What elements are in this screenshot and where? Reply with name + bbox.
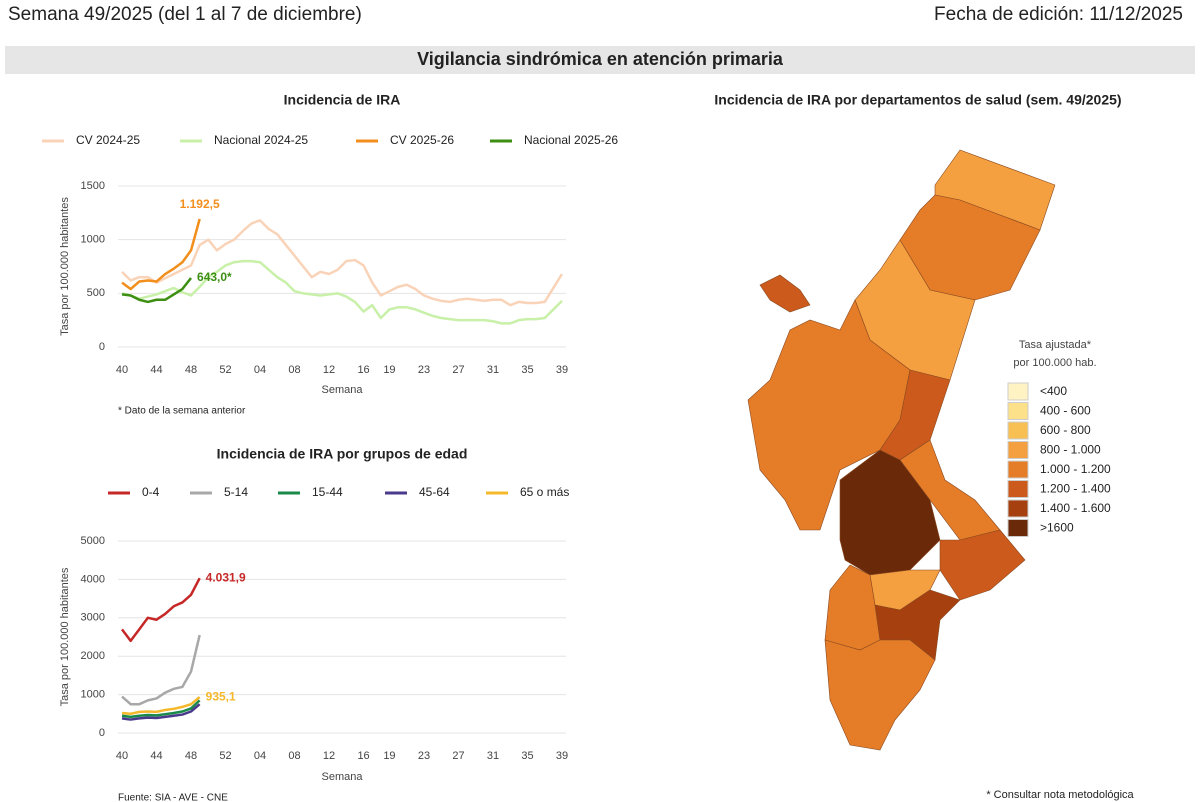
x-tick-label: 44 — [150, 364, 162, 376]
legend-title: por 100.000 hab. — [1013, 357, 1096, 369]
legend-label: 65 o más — [520, 485, 569, 499]
chart-title: Incidencia de IRA — [284, 92, 401, 108]
y-axis-label: Tasa por 100.000 habitantes — [59, 567, 71, 706]
x-tick-label: 27 — [452, 364, 464, 376]
x-tick-label: 23 — [418, 364, 430, 376]
y-tick-label: 0 — [99, 727, 105, 739]
legend-label: 15-44 — [312, 485, 343, 499]
edit-date: Fecha de edición: 11/12/2025 — [934, 4, 1183, 25]
y-tick-label: 3000 — [81, 612, 105, 624]
value-label: 643,0* — [197, 270, 232, 284]
x-axis-label: Semana — [322, 384, 364, 396]
y-tick-label: 1500 — [81, 180, 105, 192]
legend-label: <400 — [1040, 384, 1067, 398]
legend-swatch — [1007, 402, 1029, 420]
series-line — [121, 703, 201, 721]
map-title: Incidencia de IRA por departamentos de s… — [714, 92, 1121, 108]
legend-label: >1600 — [1040, 521, 1074, 535]
x-tick-label: 48 — [185, 364, 197, 376]
series-line — [121, 699, 201, 719]
legend-swatch — [1007, 382, 1029, 401]
x-tick-label: 44 — [150, 750, 162, 762]
x-tick-label: 40 — [116, 364, 128, 376]
y-tick-label: 2000 — [81, 650, 105, 662]
value-label: 1.192,5 — [180, 197, 220, 211]
x-tick-label: 23 — [418, 750, 430, 762]
x-tick-label: 04 — [254, 750, 266, 762]
legend-swatch — [1007, 519, 1029, 537]
x-tick-label: 12 — [323, 750, 335, 762]
x-tick-label: 08 — [288, 364, 300, 376]
x-tick-label: 52 — [219, 364, 231, 376]
region — [899, 194, 1041, 301]
legend-label: 0-4 — [142, 485, 160, 499]
y-tick-label: 1000 — [81, 689, 105, 701]
y-tick-label: 5000 — [81, 535, 105, 547]
x-axis-label: Semana — [322, 771, 364, 783]
legend-swatch — [1007, 480, 1029, 498]
x-tick-label: 27 — [452, 750, 464, 762]
legend-swatch — [1007, 441, 1029, 459]
legend-label: 1.200 - 1.400 — [1040, 482, 1111, 496]
region — [824, 639, 936, 751]
x-tick-label: 08 — [288, 750, 300, 762]
value-label: 935,1 — [206, 689, 236, 703]
series-line — [120, 577, 201, 643]
series-line — [121, 219, 564, 307]
legend-label: 45-64 — [419, 485, 450, 499]
legend-label: 5-14 — [224, 485, 248, 499]
region — [939, 529, 1026, 601]
y-tick-label: 0 — [99, 341, 105, 353]
legend-label: 800 - 1.000 — [1040, 443, 1101, 457]
legend-label: CV 2025-26 — [390, 133, 454, 147]
chart-note: Fuente: SIA - AVE - CNE — [118, 793, 228, 802]
region — [839, 449, 941, 576]
y-tick-label: 1000 — [81, 234, 105, 246]
legend-swatch — [1007, 499, 1029, 518]
y-tick-label: 500 — [87, 287, 105, 299]
x-tick-label: 35 — [521, 364, 533, 376]
value-label: 4.031,9 — [206, 570, 246, 584]
series-line — [121, 259, 563, 325]
x-tick-label: 16 — [357, 364, 369, 376]
chart-title: Incidencia de IRA por grupos de edad — [217, 446, 468, 462]
map — [747, 149, 1056, 751]
legend-label: Nacional 2024-25 — [214, 133, 308, 147]
x-tick-label: 35 — [521, 750, 533, 762]
chart-note: * Dato de la semana anterior — [118, 406, 246, 417]
x-tick-label: 04 — [254, 364, 266, 376]
legend-label: Nacional 2025-26 — [524, 133, 618, 147]
y-axis-label: Tasa por 100.000 habitantes — [59, 197, 71, 336]
legend-label: 1.400 - 1.600 — [1040, 501, 1111, 515]
x-tick-label: 40 — [116, 750, 128, 762]
x-tick-label: 31 — [487, 364, 499, 376]
legend-label: 600 - 800 — [1040, 423, 1091, 437]
region — [759, 274, 811, 313]
legend-label: CV 2024-25 — [76, 133, 140, 147]
x-tick-label: 16 — [357, 750, 369, 762]
x-tick-label: 39 — [556, 750, 568, 762]
legend-label: 1.000 - 1.200 — [1040, 462, 1111, 476]
series-line — [121, 696, 201, 716]
x-tick-label: 48 — [185, 750, 197, 762]
x-tick-label: 12 — [323, 364, 335, 376]
legend-swatch — [1007, 421, 1029, 440]
x-tick-label: 19 — [383, 750, 395, 762]
section-title: Vigilancia sindrómica en atención primar… — [417, 49, 784, 69]
legend-swatch — [1007, 460, 1029, 479]
series-line — [121, 634, 201, 706]
x-tick-label: 39 — [556, 364, 568, 376]
section-band — [5, 46, 1195, 74]
x-tick-label: 31 — [487, 750, 499, 762]
series-line — [121, 218, 201, 291]
y-tick-label: 4000 — [81, 573, 105, 585]
series-line — [121, 277, 193, 304]
legend-label: 400 - 600 — [1040, 404, 1091, 418]
week: Semana 49/2025 (del 1 al 7 de diciembre) — [8, 4, 362, 25]
legend-title: Tasa ajustada* — [1019, 339, 1092, 351]
x-tick-label: 19 — [383, 364, 395, 376]
x-tick-label: 52 — [219, 750, 231, 762]
map-note: * Consultar nota metodológica — [986, 789, 1134, 801]
